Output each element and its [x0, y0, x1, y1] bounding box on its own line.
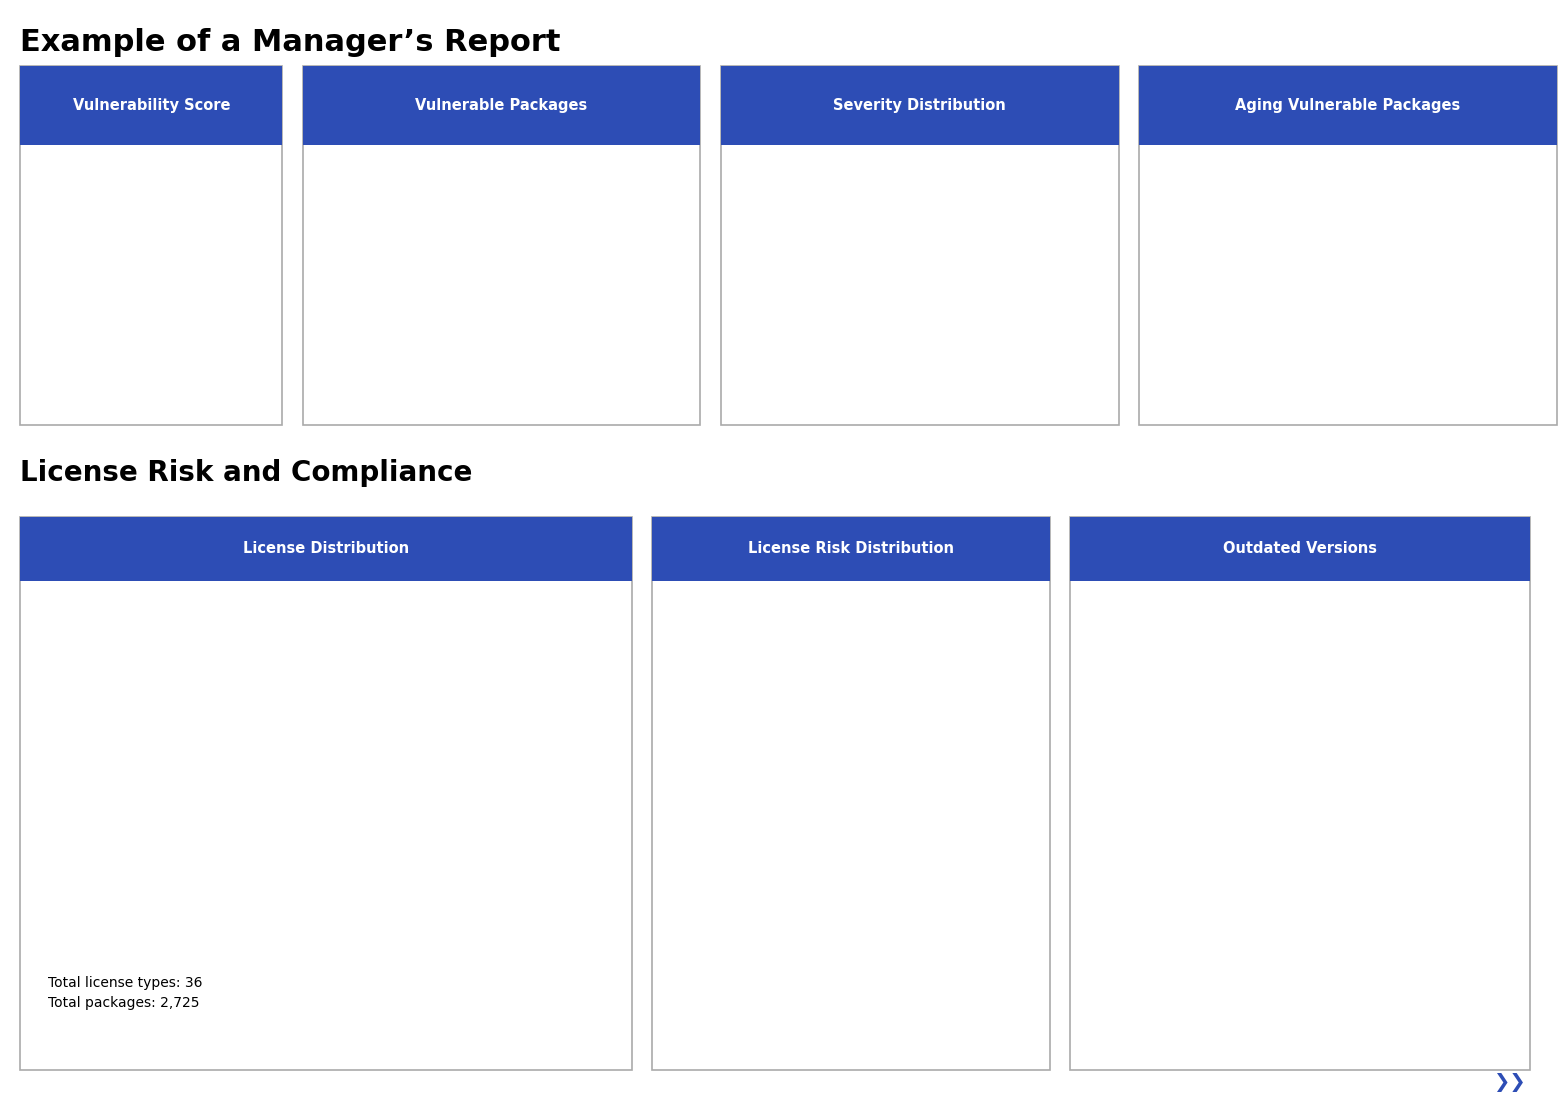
Wedge shape — [187, 659, 229, 781]
Text: Example of a Manager’s Report: Example of a Manager’s Report — [20, 28, 560, 56]
Text: License Risk and Compliance: License Risk and Compliance — [20, 459, 473, 486]
Text: 1,981
Not
Vulnerable: 1,981 Not Vulnerable — [367, 249, 452, 306]
Text: 24: 24 — [947, 926, 969, 941]
Text: 311: 311 — [1289, 761, 1321, 776]
Text: 744
Vulnerable
(440
outdated): 744 Vulnerable (440 outdated) — [551, 238, 636, 316]
Bar — [1278, 780, 1332, 1009]
Text: Outdated Versions: Outdated Versions — [1223, 541, 1377, 557]
Bar — [326, 168, 495, 386]
Wedge shape — [59, 654, 314, 908]
Bar — [1156, 678, 1211, 1009]
Text: 449: 449 — [1167, 660, 1200, 674]
Text: 118: 118 — [839, 682, 872, 697]
Bar — [1399, 712, 1454, 1009]
Text: License Risk Distribution: License Risk Distribution — [747, 541, 955, 557]
Wedge shape — [187, 730, 314, 781]
Text: Severity Distribution: Severity Distribution — [833, 98, 1006, 114]
Bar — [817, 178, 1070, 215]
Bar — [817, 345, 822, 382]
Wedge shape — [187, 661, 250, 781]
Bar — [833, 703, 878, 1009]
Wedge shape — [187, 654, 214, 781]
Text: ❯❯: ❯❯ — [1493, 1073, 1526, 1092]
Text: 469: 469 — [1075, 189, 1104, 203]
Text: 405: 405 — [1410, 692, 1443, 707]
Text: Aging Vulnerable Packages: Aging Vulnerable Packages — [1236, 98, 1460, 114]
Wedge shape — [187, 687, 304, 781]
Text: Vulnerability Score: Vulnerability Score — [73, 98, 229, 114]
Wedge shape — [187, 671, 273, 781]
Text: Vulnerable Packages: Vulnerable Packages — [415, 98, 588, 114]
Legend: MIT, ISC, BSD-3-Clause, Apache-2.0, OpenSSL, BSD-2-Clause, BSD, Other (29): MIT, ISC, BSD-3-Clause, Apache-2.0, Open… — [378, 690, 509, 873]
Text: High: High — [125, 270, 178, 290]
Bar — [934, 947, 981, 1009]
Bar — [48, 186, 254, 375]
Text: 265: 265 — [964, 273, 994, 287]
Text: License Distribution: License Distribution — [243, 541, 409, 557]
Wedge shape — [187, 656, 220, 781]
Text: 10: 10 — [827, 356, 847, 370]
Bar — [1267, 178, 1560, 215]
Bar — [509, 168, 677, 386]
Bar — [817, 261, 961, 298]
Text: Total license types: 36
Total packages: 2,725: Total license types: 36 Total packages: … — [48, 976, 203, 1010]
